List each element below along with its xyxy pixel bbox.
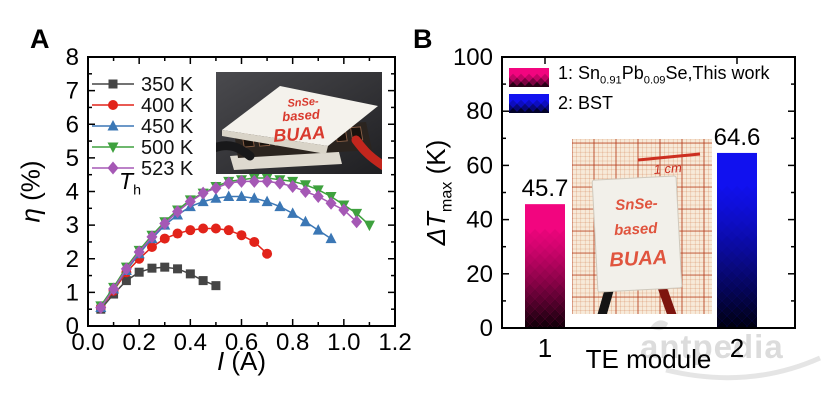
svg-text:5: 5 (66, 145, 79, 172)
svg-text:100: 100 (453, 44, 493, 71)
svg-text:BUAA: BUAA (609, 246, 668, 271)
svg-text:SnSe-: SnSe- (287, 96, 319, 110)
svg-text:BUAA: BUAA (273, 122, 326, 146)
svg-text:40: 40 (466, 207, 493, 234)
svg-text:3: 3 (66, 212, 79, 239)
watermark: antpedia (636, 314, 824, 390)
legend-b: 1: Sn0.91Pb0.09Se,This work 2: BST (509, 64, 770, 113)
y-axis-label-b: ΔTmax (K) (421, 139, 456, 246)
hot-side-temperature-annotation: Th (119, 168, 141, 199)
series-450-K (95, 190, 337, 313)
svg-text:1.2: 1.2 (378, 329, 411, 356)
x-axis-label-b: TE module (585, 344, 712, 374)
svg-text:500 K: 500 K (141, 137, 194, 159)
svg-text:523 K: 523 K (141, 158, 194, 180)
scale-bar (637, 152, 701, 162)
tick-labels-b: 0 20 40 60 80 100 (453, 44, 493, 342)
red-wire (657, 282, 677, 314)
svg-text:0.0: 0.0 (71, 329, 104, 356)
svg-text:400 K: 400 K (141, 95, 194, 117)
panel-b-label: B (413, 24, 433, 54)
watermark-swoosh (665, 355, 822, 381)
category-label: 1 (538, 333, 552, 363)
legend-b-swatch (509, 94, 549, 113)
scale-bar-label: 1 cm (653, 160, 682, 177)
svg-text:60: 60 (466, 152, 493, 179)
black-wire (216, 141, 255, 161)
bar-value-label: 45.7 (522, 175, 569, 202)
swatch-fill (509, 94, 549, 113)
svg-text:SnSe-: SnSe- (615, 195, 658, 214)
svg-text:350 K: 350 K (141, 74, 194, 96)
svg-text:80: 80 (466, 98, 493, 125)
legend-b-swatch (509, 68, 549, 87)
y-axis-label-a: η (%) (15, 160, 46, 223)
panel-a-label: A (30, 24, 50, 54)
svg-text:20: 20 (466, 261, 493, 288)
module-photo-inset-b: SnSe-based BUAA 1 cm (572, 139, 712, 314)
bar-1 (525, 204, 565, 328)
svg-text:6: 6 (66, 111, 79, 138)
delta-t-bar-chart: 0 20 40 60 80 100 45.7 1 64.6 2 (453, 44, 796, 363)
svg-text:7: 7 (66, 78, 79, 105)
svg-text:0: 0 (66, 313, 79, 340)
svg-text:1.0: 1.0 (327, 329, 360, 356)
svg-text:0: 0 (480, 315, 493, 342)
svg-text:0.6: 0.6 (225, 329, 258, 356)
axes-ticks-a (87, 56, 396, 327)
series-523-K (95, 174, 363, 315)
legend-b-label: 1: Sn0.91Pb0.09Se,This work (558, 63, 770, 87)
svg-text:based: based (614, 220, 659, 239)
swatch-fill (509, 68, 549, 87)
red-wire (351, 135, 382, 171)
plot-frame-b (501, 56, 796, 329)
inset-b-handwriting: SnSe-based BUAA (609, 195, 668, 272)
x-axis-label-a: I (A) (216, 346, 267, 376)
svg-text:based: based (282, 107, 322, 125)
bar-value-label: 64.6 (714, 124, 761, 151)
svg-text:4: 4 (66, 179, 79, 206)
tick-labels-a: 0.0 0.2 0.4 0.6 0.8 1.0 1.2 0 1 2 3 4 5 6 7 8 (66, 44, 412, 356)
svg-text:0.8: 0.8 (276, 329, 309, 356)
watermark-text: antpedia (640, 328, 784, 365)
svg-text:1: 1 (66, 279, 79, 306)
svg-text:0.2: 0.2 (122, 329, 155, 356)
svg-text:2: 2 (66, 246, 79, 273)
category-label: 2 (730, 333, 744, 363)
bar-2 (717, 152, 757, 328)
legend-b-label: 2: BST (558, 93, 614, 113)
svg-text:8: 8 (66, 44, 79, 71)
module-face: SnSe-based BUAA (591, 175, 683, 293)
legend-b-item-2: 2: BST (509, 94, 770, 113)
svg-text:0.4: 0.4 (174, 329, 207, 356)
svg-text:450 K: 450 K (141, 116, 194, 138)
legend-b-item-1: 1: Sn0.91Pb0.09Se,This work (509, 64, 770, 87)
